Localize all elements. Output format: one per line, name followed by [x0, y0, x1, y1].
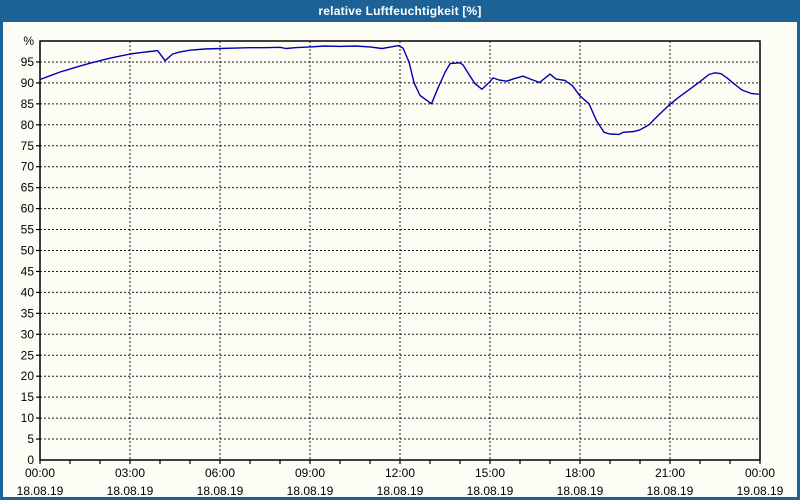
y-tick-label: 75 [21, 139, 35, 153]
x-tick-date-label: 18.08.19 [107, 484, 154, 497]
chart-content-area: 0 5 10 15 20 25 30 35 40 45 50 55 60 65 70 75 80 85 90 95% 0… [3, 22, 797, 498]
x-tick-time-label: 21:00 [655, 466, 685, 480]
y-tick-label: 15 [21, 390, 35, 404]
y-tick-label: 5 [27, 432, 34, 446]
x-axis-labels: 00:00 18.08.19 03:00 18.08.19 06:00 18.08.19 0… [17, 466, 784, 498]
x-tick-time-label: 12:00 [385, 466, 415, 480]
x-tick-time-label: 06:00 [205, 466, 235, 480]
x-tick-date-label: 18.08.19 [557, 484, 604, 497]
y-tick-label: 0 [27, 453, 34, 467]
y-tick-label: 30 [21, 327, 35, 341]
y-tick-label: 90 [21, 76, 35, 90]
y-tick-label: 80 [21, 118, 35, 132]
y-tick-label: 60 [21, 202, 35, 216]
x-tick-time-label: 09:00 [295, 466, 325, 480]
humidity-chart-svg: 05101520253035404550556065707580859095%0… [17, 34, 784, 498]
gridlines [40, 41, 760, 460]
y-tick-label: 45 [21, 264, 35, 278]
x-tick-time-label: 18:00 [565, 466, 595, 480]
x-tick-date-label: 18.08.19 [197, 484, 244, 497]
x-tick-time-label: 03:00 [115, 466, 145, 480]
y-tick-label: 40 [21, 285, 35, 299]
x-tick-date-label: 18.08.19 [287, 484, 334, 497]
y-tick-label: 70 [21, 160, 35, 174]
y-tick-label: 10 [21, 411, 35, 425]
x-tick-date-label: 18.08.19 [647, 484, 694, 497]
y-tick-label: 50 [21, 244, 35, 258]
x-tick-date-label: 18.08.19 [467, 484, 514, 497]
y-tick-label: 20 [21, 369, 35, 383]
humidity-line [39, 44, 760, 136]
x-tick-time-label: 00:00 [745, 466, 775, 480]
y-axis-labels: 0 5 10 15 20 25 30 35 40 45 50 55 60 65 70 75 80 85 90 95% [21, 34, 35, 467]
y-tick-label: 25 [21, 348, 35, 362]
y-tick-label: 85 [21, 97, 35, 111]
y-tick-label: 65 [21, 181, 35, 195]
axis-ticks [36, 61, 761, 464]
window-title: relative Luftfeuchtigkeit [%] [318, 4, 482, 18]
y-tick-label: 35 [21, 306, 35, 320]
y-tick-label: 55 [21, 223, 35, 237]
x-tick-time-label: 00:00 [25, 466, 55, 480]
window-titlebar: relative Luftfeuchtigkeit [%] [0, 0, 800, 22]
x-tick-date-label: 18.08.19 [377, 484, 424, 497]
x-tick-date-label: 19.08.19 [737, 484, 784, 497]
x-tick-time-label: 15:00 [475, 466, 505, 480]
x-tick-date-label: 18.08.19 [17, 484, 64, 497]
y-axis-unit-label: % [23, 34, 34, 48]
y-tick-label: 95 [21, 55, 35, 69]
